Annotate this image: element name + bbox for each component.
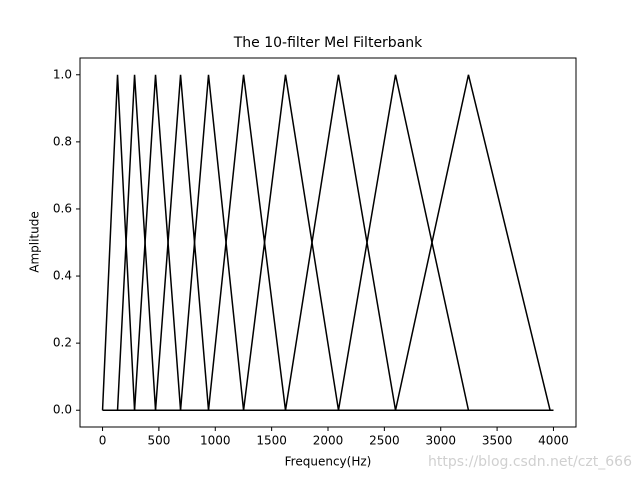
plot-frame	[79, 57, 577, 428]
x-tick-label: 0	[99, 434, 107, 448]
y-tick-label: 1.0	[53, 67, 72, 81]
y-tick-label: 0.8	[53, 134, 72, 148]
x-tick-label: 3500	[482, 434, 513, 448]
x-axis-label: Frequency(Hz)	[285, 455, 372, 469]
y-tick-label: 0.4	[53, 269, 72, 283]
y-tick-label: 0.0	[53, 403, 72, 417]
x-tick-label: 2000	[313, 434, 344, 448]
x-tick-label: 4000	[538, 434, 569, 448]
x-tick-label: 500	[147, 434, 170, 448]
y-axis-label: Amplitude	[28, 211, 42, 273]
x-tick-label: 1000	[200, 434, 231, 448]
filter-line	[102, 74, 554, 411]
y-tick-label: 0.2	[53, 336, 72, 350]
x-tick-label: 3000	[425, 434, 456, 448]
chart-title: The 10-filter Mel Filterbank	[233, 35, 423, 51]
x-tick-label: 1500	[256, 434, 287, 448]
x-tick-label: 2500	[369, 434, 400, 448]
y-tick-label: 0.6	[53, 201, 72, 215]
watermark: https://blog.csdn.net/czt_666	[428, 454, 632, 470]
